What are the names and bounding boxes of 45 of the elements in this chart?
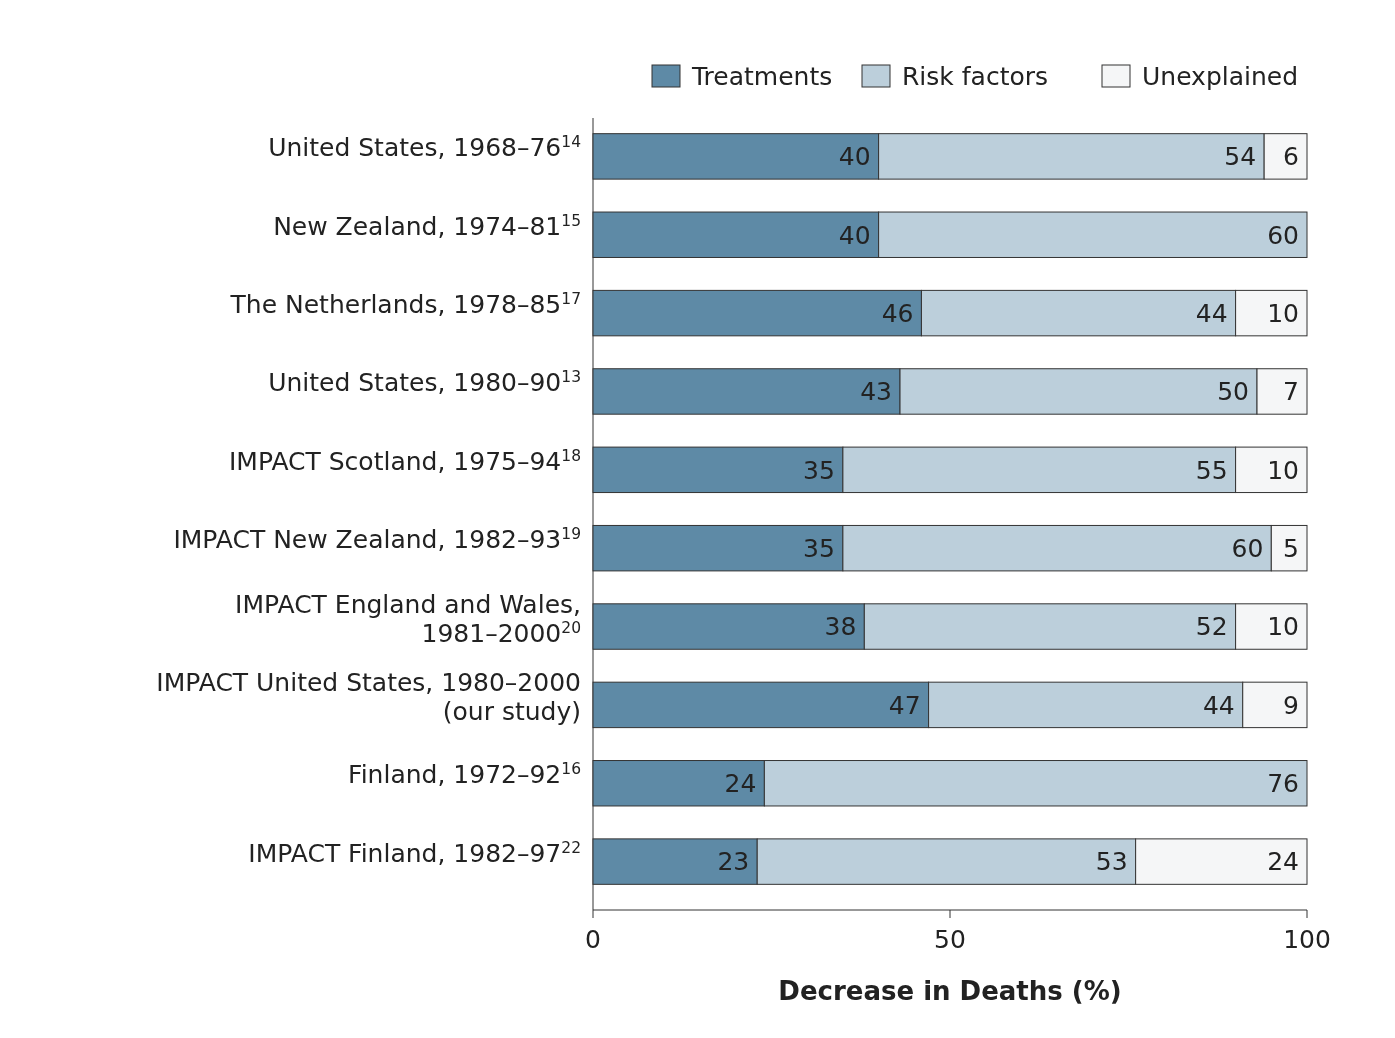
x-tick-label: 0 [585, 925, 601, 954]
data-label: 10 [1267, 298, 1299, 328]
data-label: 43 [860, 377, 893, 407]
data-label: 24 [724, 769, 757, 798]
data-label: 47 [888, 690, 921, 720]
data-label: 5 [1283, 533, 1299, 563]
data-label: 35 [803, 455, 835, 485]
y-tick-label: The Netherlands, 1978–85$^{17}$ [229, 290, 581, 320]
y-tick-label: IMPACT New Zealand, 1982–93$^{19}$ [173, 525, 581, 555]
data-label: 44 [1195, 298, 1228, 328]
data-label: 24 [1267, 847, 1299, 877]
legend-label: Treatments [691, 61, 833, 91]
legend-label: Risk factors [902, 61, 1049, 91]
data-label: 7 [1283, 377, 1299, 407]
data-label: 46 [881, 298, 914, 328]
legend-label: Unexplained [1142, 61, 1299, 91]
data-label: 6 [1283, 142, 1299, 172]
y-tick-label: IMPACT United States, 1980–2000 (our study) [156, 668, 581, 726]
data-label: 55 [1195, 455, 1228, 485]
y-tick-label: United States, 1968–76$^{14}$ [268, 133, 581, 163]
data-label: 44 [1202, 690, 1235, 720]
y-tick-label: IMPACT Finland, 1982–97$^{22}$ [248, 838, 581, 868]
data-label: 9 [1283, 690, 1299, 720]
y-tick-label: United States, 1980–90$^{13}$ [268, 368, 581, 398]
data-label: 10 [1267, 455, 1299, 485]
data-label: 35 [803, 533, 835, 563]
data-label: 53 [1095, 847, 1128, 877]
x-axis-title: Decrease in Deaths (%) [778, 976, 1122, 1006]
data-label: 52 [1195, 612, 1228, 642]
data-label: 50 [1217, 377, 1250, 407]
y-tick-label: IMPACT Scotland, 1975–94$^{18}$ [228, 446, 581, 476]
data-label: 76 [1267, 769, 1299, 798]
data-label: 10 [1267, 612, 1299, 642]
data-label: 40 [838, 220, 871, 250]
data-label: 40 [838, 142, 871, 172]
x-tick-label: 50 [934, 925, 966, 954]
data-label: 54 [1224, 142, 1257, 172]
data-label: 23 [717, 847, 750, 877]
data-label: 38 [824, 612, 857, 642]
y-tick-label: IMPACT England and Wales, 1981–2000$^{20}$ [235, 589, 581, 648]
x-tick-label: 100 [1283, 925, 1331, 954]
y-tick-label: New Zealand, 1974–81$^{15}$ [273, 211, 581, 241]
data-label: 60 [1267, 220, 1299, 250]
data-label: 60 [1231, 533, 1264, 563]
y-tick-label: Finland, 1972–92$^{16}$ [348, 760, 581, 790]
